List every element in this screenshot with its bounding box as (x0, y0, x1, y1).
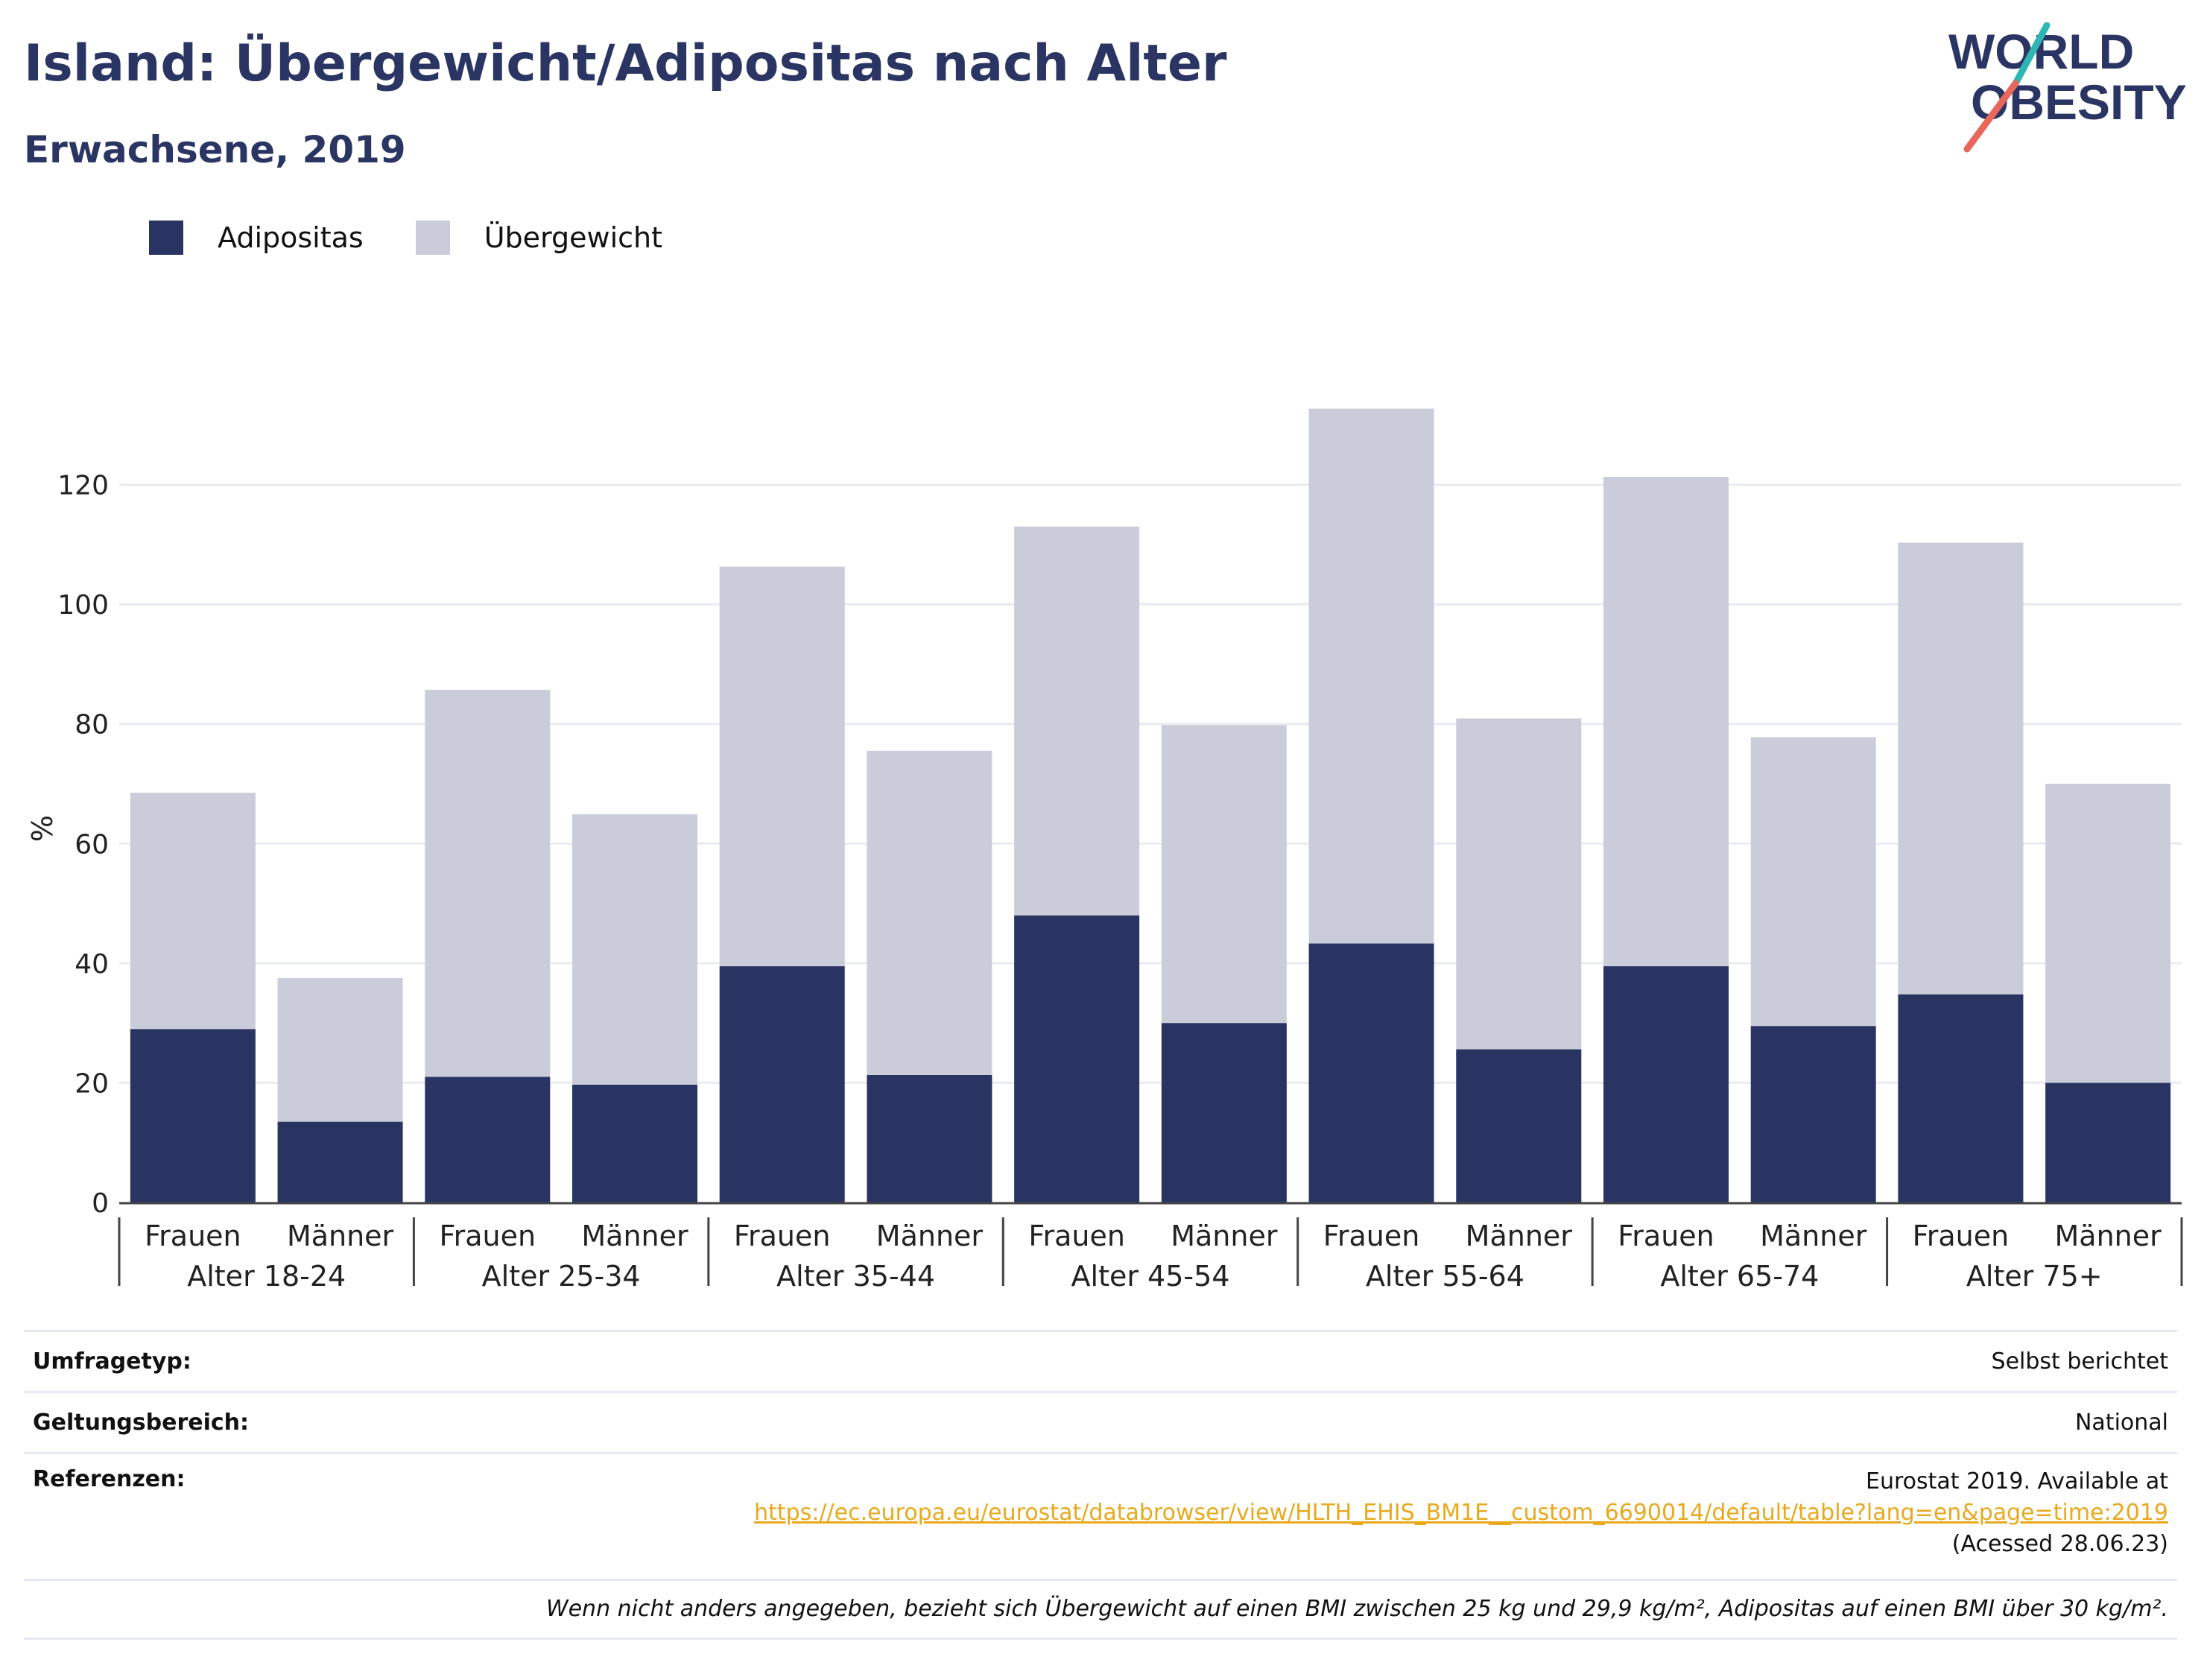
bar-obesity (1603, 966, 1729, 1202)
logo-line2: OBESITY (1971, 75, 2187, 130)
x-group-label: Alter 45-54 (1071, 1260, 1230, 1293)
bar-obesity (1456, 1049, 1582, 1202)
y-axis-label: % (26, 815, 59, 842)
legend-swatch-obesity (149, 221, 183, 255)
bar-overweight (277, 977, 403, 1122)
bar-overweight (130, 793, 256, 1030)
x-category-label: Männer (876, 1220, 984, 1252)
bar-obesity (1750, 1026, 1876, 1202)
x-category-label: Männer (1760, 1220, 1867, 1252)
bar-obesity (277, 1121, 403, 1202)
bar-obesity (719, 966, 845, 1202)
references-label: Referenzen: (33, 1466, 186, 1492)
references-value: Eurostat 2019. Available at https://ec.e… (754, 1466, 2168, 1579)
y-tick-label: 20 (75, 1068, 109, 1099)
bar-obesity (2045, 1083, 2171, 1202)
x-group-label: Alter 75+ (1966, 1260, 2103, 1293)
definition-footnote: Wenn nicht anders angegeben, bezieht sic… (545, 1596, 2168, 1622)
bar-overweight (1750, 737, 1876, 1027)
survey-type-value: Selbst berichtet (1991, 1348, 2168, 1375)
y-tick-label: 120 (57, 471, 109, 501)
info-row-references: Referenzen: Eurostat 2019. Available at … (24, 1452, 2177, 1579)
bar-overweight (2045, 784, 2171, 1083)
bar-overweight (719, 566, 845, 966)
legend-swatch-overweight (415, 221, 450, 255)
x-group-label: Alter 35-44 (776, 1260, 935, 1293)
x-category-label: Frauen (1323, 1220, 1420, 1252)
x-group-label: Alter 55-64 (1366, 1260, 1524, 1293)
bar-obesity (1308, 943, 1434, 1202)
y-tick-label: 100 (57, 590, 109, 621)
x-category-label: Frauen (1913, 1220, 2010, 1252)
x-category-label: Frauen (1028, 1220, 1125, 1252)
x-category-label: Männer (1171, 1220, 1278, 1252)
bar-obesity (1161, 1023, 1287, 1202)
chart-title: Island: Übergewicht/Adipositas nach Alte… (24, 34, 1227, 93)
legend-item-obesity: Adipositas (149, 221, 364, 255)
bar-obesity (130, 1029, 256, 1202)
x-category-label: Frauen (440, 1220, 536, 1252)
reference-accessed: (Acessed 28.06.23) (1951, 1531, 2168, 1557)
x-category-label: Frauen (1618, 1220, 1714, 1252)
legend: Adipositas Übergewicht (149, 221, 715, 255)
bar-overweight (1014, 526, 1140, 916)
bar-overweight (1161, 725, 1287, 1024)
bar-overweight (1898, 542, 2024, 995)
bar-overweight (1456, 718, 1582, 1050)
legend-item-overweight: Übergewicht (415, 221, 662, 255)
info-row-scope: Geltungsbereich: National (24, 1391, 2177, 1452)
bar-chart: 0 20 40 60 80 100 120% Frauen Männer Frauen Männer… (26, 408, 2183, 1293)
bar-obesity (425, 1077, 551, 1202)
x-group-label: Alter 18-24 (187, 1260, 346, 1293)
y-tick-label: 0 (92, 1188, 109, 1219)
y-tick-label: 60 (75, 829, 109, 860)
chart-subtitle: Erwachsene, 2019 (24, 128, 406, 171)
bar-overweight (425, 689, 551, 1077)
x-category-label: Männer (581, 1220, 688, 1252)
bar-overweight (867, 750, 992, 1075)
reference-link[interactable]: https://ec.europa.eu/eurostat/databrowse… (754, 1500, 2168, 1526)
scope-label: Geltungsbereich: (33, 1410, 250, 1436)
x-group-label: Alter 65-74 (1660, 1260, 1819, 1293)
reference-source: Eurostat 2019. Available at (1866, 1468, 2168, 1494)
bar-obesity (1014, 915, 1140, 1202)
bar-overweight (1603, 477, 1729, 966)
y-tick-label: 40 (75, 949, 109, 980)
info-row-survey: Umfragetyp: Selbst berichtet (24, 1330, 2177, 1391)
info-table: Umfragetyp: Selbst berichtet Geltungsber… (24, 1330, 2177, 1640)
legend-label-overweight: Übergewicht (484, 221, 662, 254)
survey-type-label: Umfragetyp: (33, 1348, 191, 1375)
legend-label-obesity: Adipositas (218, 221, 364, 254)
x-category-label: Männer (287, 1220, 394, 1252)
bar-obesity (572, 1084, 697, 1202)
x-category-label: Frauen (734, 1220, 831, 1252)
x-category-label: Frauen (145, 1220, 241, 1252)
x-category-label: Männer (2055, 1220, 2162, 1252)
bar-obesity (1898, 994, 2024, 1202)
y-tick-label: 80 (75, 710, 109, 741)
x-group-label: Alter 25-34 (482, 1260, 641, 1293)
info-row-footnote: Wenn nicht anders angegeben, bezieht sic… (24, 1579, 2177, 1640)
scope-value: National (2074, 1409, 2168, 1436)
bar-overweight (1308, 408, 1434, 944)
bar-obesity (867, 1074, 992, 1202)
x-category-label: Männer (1466, 1220, 1573, 1252)
world-obesity-logo: WORLD OBESITY (1941, 22, 2187, 156)
bar-overweight (572, 814, 697, 1085)
